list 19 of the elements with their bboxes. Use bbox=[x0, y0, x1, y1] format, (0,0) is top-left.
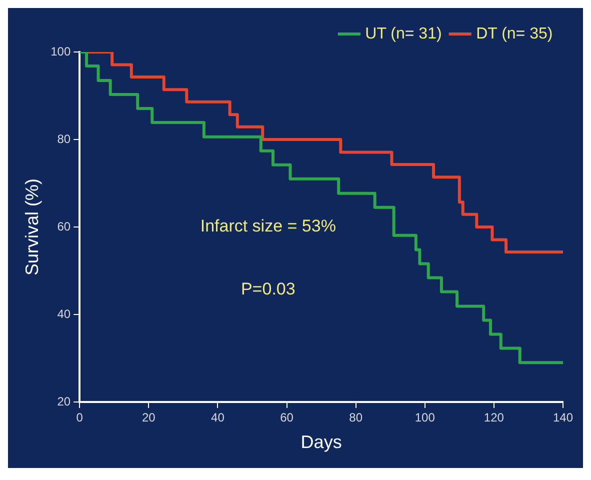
x-tick-label: 120 bbox=[484, 410, 504, 425]
legend-label: UT (n= 31) bbox=[365, 25, 442, 42]
y-tick-label: 80 bbox=[57, 132, 71, 146]
y-tick-label: 60 bbox=[57, 219, 71, 234]
y-tick-label: 100 bbox=[50, 44, 71, 58]
x-tick-label: 40 bbox=[211, 410, 225, 425]
annotation: Infarct size = 53% bbox=[200, 216, 336, 236]
x-tick-label: 100 bbox=[414, 410, 436, 425]
y-tick-label: 40 bbox=[57, 306, 71, 321]
legend-label: DT (n= 35) bbox=[476, 25, 553, 42]
x-tick-label: 80 bbox=[349, 410, 363, 425]
x-tick-label: 60 bbox=[280, 410, 294, 425]
annotation: P=0.03 bbox=[240, 280, 296, 299]
y-tick-label: 20 bbox=[57, 394, 71, 408]
x-axis-title: Days bbox=[300, 432, 342, 452]
y-axis-title: Survival (%) bbox=[22, 178, 42, 276]
x-tick-label: 0 bbox=[76, 410, 84, 425]
x-tick-label: 20 bbox=[142, 410, 156, 425]
x-tick-label: 140 bbox=[552, 410, 574, 425]
